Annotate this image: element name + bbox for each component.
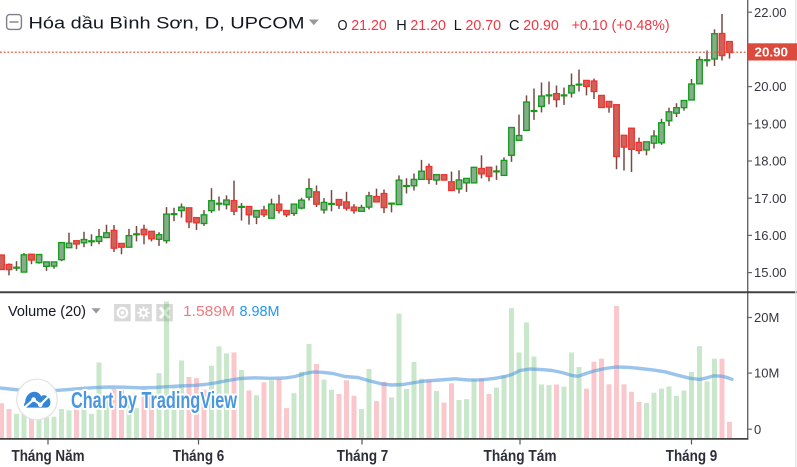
svg-text:Tháng 6: Tháng 6 xyxy=(173,448,225,465)
svg-text:Tháng Năm: Tháng Năm xyxy=(12,448,85,465)
svg-text:8.98M: 8.98M xyxy=(240,303,280,320)
svg-text:21.20: 21.20 xyxy=(410,18,446,34)
svg-text:Tháng 9: Tháng 9 xyxy=(666,448,718,465)
svg-text:Hóa dầu Bình Sơn, D, UPCOM: Hóa dầu Bình Sơn, D, UPCOM xyxy=(29,13,305,32)
svg-text:O: O xyxy=(338,18,348,34)
svg-text:10M: 10M xyxy=(754,366,779,381)
svg-text:17.00: 17.00 xyxy=(754,191,787,206)
svg-text:21.20: 21.20 xyxy=(351,18,387,34)
svg-text:Volume (20): Volume (20) xyxy=(8,303,86,320)
svg-text:L: L xyxy=(454,18,462,34)
svg-text:Chart by TradingView: Chart by TradingView xyxy=(71,387,237,413)
svg-text:+0.10 (+0.48%): +0.10 (+0.48%) xyxy=(572,18,670,34)
svg-text:H: H xyxy=(396,18,407,34)
svg-text:Tháng 7: Tháng 7 xyxy=(337,448,389,465)
svg-text:18.00: 18.00 xyxy=(754,154,787,169)
svg-text:15.00: 15.00 xyxy=(754,265,787,280)
svg-text:19.00: 19.00 xyxy=(754,116,787,131)
svg-text:20.00: 20.00 xyxy=(754,79,787,94)
svg-text:20.70: 20.70 xyxy=(466,18,502,34)
svg-text:Tháng Tám: Tháng Tám xyxy=(484,448,557,465)
svg-text:1.589M: 1.589M xyxy=(183,303,235,320)
svg-text:22.00: 22.00 xyxy=(754,5,787,20)
svg-text:0: 0 xyxy=(754,422,761,437)
svg-text:20.90: 20.90 xyxy=(755,45,789,60)
svg-text:C: C xyxy=(509,18,520,34)
svg-text:20.90: 20.90 xyxy=(523,18,559,34)
svg-text:16.00: 16.00 xyxy=(754,228,787,243)
svg-text:20M: 20M xyxy=(754,310,779,325)
